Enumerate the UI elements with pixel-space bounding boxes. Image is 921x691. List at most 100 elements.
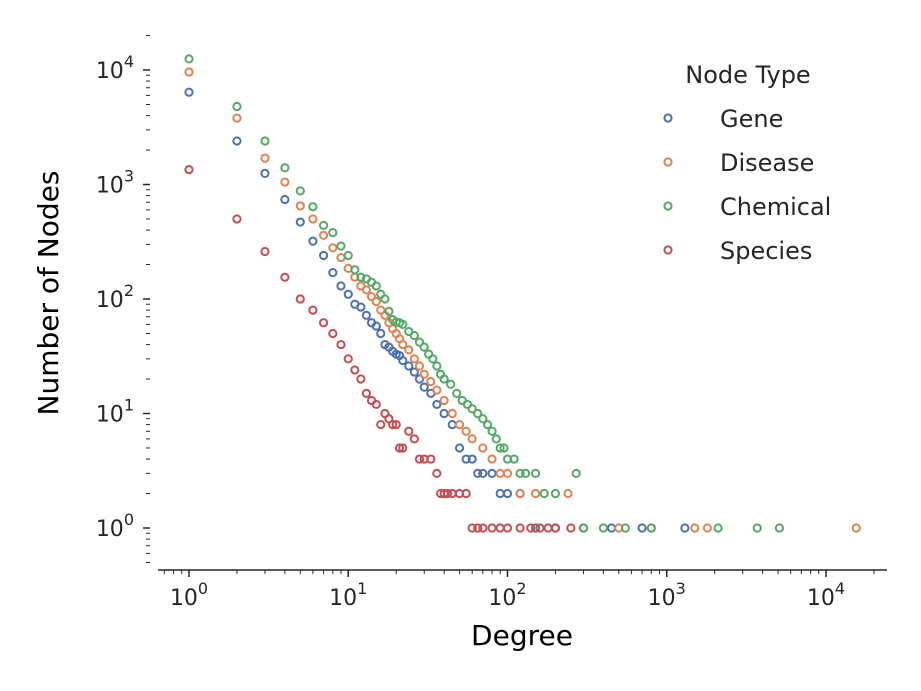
data-point bbox=[432, 361, 442, 371]
data-point bbox=[398, 339, 408, 350]
data-point bbox=[404, 345, 414, 355]
legend: Node Type Gene Disease Chemical Species bbox=[663, 61, 831, 265]
data-point bbox=[414, 337, 425, 347]
data-point bbox=[391, 419, 401, 430]
data-point bbox=[487, 426, 497, 436]
legend-marker-gene bbox=[663, 113, 673, 123]
data-point bbox=[426, 376, 436, 387]
data-point bbox=[356, 272, 366, 282]
data-point bbox=[467, 434, 477, 444]
data-point bbox=[646, 523, 656, 533]
legend-marker-species bbox=[663, 245, 673, 255]
data-point bbox=[620, 523, 631, 533]
data-point bbox=[483, 419, 493, 430]
legend-label-chemical: Chemical bbox=[720, 193, 831, 221]
y-tick-label: 100 bbox=[96, 510, 134, 542]
data-point bbox=[371, 399, 381, 410]
data-point bbox=[409, 330, 419, 341]
data-point bbox=[515, 523, 525, 533]
axes: 100 101 102 103 104 100 101 102 103 104 bbox=[96, 35, 887, 611]
data-point bbox=[398, 355, 408, 366]
data-point bbox=[295, 201, 305, 211]
data-point bbox=[566, 523, 576, 533]
data-point bbox=[328, 243, 338, 253]
data-point bbox=[539, 488, 549, 499]
legend-label-species: Species bbox=[720, 237, 812, 265]
data-point bbox=[439, 374, 449, 384]
data-point bbox=[371, 321, 381, 331]
data-point bbox=[515, 488, 525, 499]
data-point bbox=[713, 523, 723, 533]
data-point bbox=[515, 468, 525, 478]
data-point bbox=[318, 250, 329, 261]
data-point bbox=[491, 434, 501, 444]
data-point bbox=[260, 153, 270, 163]
data-point bbox=[702, 523, 713, 533]
data-point bbox=[439, 395, 449, 406]
legend-marker-chemical bbox=[663, 201, 673, 211]
data-point bbox=[446, 379, 456, 389]
data-point bbox=[467, 454, 477, 464]
data-point bbox=[361, 310, 371, 320]
data-point bbox=[361, 388, 371, 398]
data-point bbox=[260, 136, 270, 146]
data-point bbox=[343, 354, 353, 364]
data-point bbox=[442, 488, 453, 499]
data-point bbox=[571, 468, 581, 478]
data-point bbox=[356, 302, 366, 312]
data-point bbox=[343, 250, 353, 261]
data-point bbox=[404, 361, 414, 371]
data-point bbox=[530, 468, 541, 478]
data-point bbox=[350, 265, 360, 275]
data-point bbox=[295, 294, 305, 304]
data-point bbox=[380, 294, 390, 304]
data-point bbox=[502, 523, 513, 533]
data-point bbox=[232, 113, 242, 123]
data-point bbox=[502, 488, 513, 499]
data-point bbox=[419, 382, 429, 392]
data-point bbox=[467, 404, 477, 414]
series-disease bbox=[184, 67, 861, 533]
data-point bbox=[530, 488, 541, 499]
x-tick-label: 102 bbox=[488, 579, 526, 611]
data-point bbox=[447, 408, 457, 419]
data-point bbox=[409, 367, 419, 377]
data-point bbox=[336, 241, 346, 251]
data-point bbox=[550, 488, 561, 499]
data-point bbox=[495, 443, 505, 453]
y-axis-title: Number of Nodes bbox=[32, 171, 65, 416]
data-point bbox=[328, 328, 338, 339]
data-point bbox=[343, 289, 353, 299]
y-tick-label: 104 bbox=[96, 52, 134, 84]
data-point bbox=[414, 361, 425, 371]
x-tick-label: 103 bbox=[648, 579, 686, 611]
data-point bbox=[851, 523, 861, 533]
data-point bbox=[774, 523, 785, 533]
data-point bbox=[454, 419, 465, 430]
data-point bbox=[461, 488, 471, 499]
data-point bbox=[404, 426, 414, 436]
legend-label-gene: Gene bbox=[720, 105, 783, 133]
data-point bbox=[260, 246, 270, 257]
data-point bbox=[550, 523, 561, 533]
data-point bbox=[280, 272, 290, 282]
legend-marker-disease bbox=[663, 157, 673, 167]
data-point bbox=[371, 281, 381, 291]
data-point bbox=[356, 374, 366, 384]
data-point bbox=[328, 228, 338, 238]
series-chemical bbox=[184, 54, 785, 533]
data-point bbox=[752, 523, 762, 533]
data-point bbox=[502, 468, 513, 478]
x-tick-label: 101 bbox=[329, 579, 367, 611]
data-point bbox=[318, 230, 329, 240]
data-point bbox=[184, 67, 194, 77]
series-species bbox=[184, 164, 576, 533]
data-point bbox=[232, 136, 242, 146]
data-point bbox=[336, 281, 346, 291]
data-point bbox=[280, 163, 290, 173]
data-point bbox=[419, 342, 429, 352]
data-point bbox=[184, 54, 194, 64]
data-point bbox=[328, 268, 338, 278]
